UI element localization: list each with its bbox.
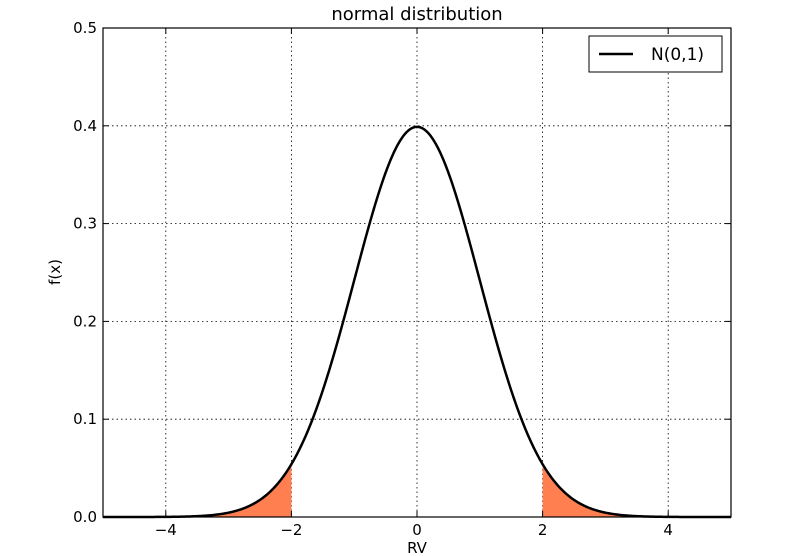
shaded-region-1	[542, 464, 731, 517]
grid	[103, 28, 731, 517]
x-tick-label-2: 0	[412, 521, 422, 539]
y-axis-label: f(x)	[46, 259, 64, 285]
shaded-regions	[103, 464, 731, 517]
x-axis-label: RV	[407, 539, 428, 556]
y-tick-label-1: 0.1	[73, 410, 97, 428]
x-tick-label-4: 4	[663, 521, 673, 539]
shaded-region-0	[103, 464, 292, 517]
y-tick-label-4: 0.4	[73, 117, 97, 135]
x-tick-label-1: −2	[280, 521, 302, 539]
x-tick-label-3: 2	[538, 521, 548, 539]
y-tick-label-3: 0.3	[73, 215, 97, 233]
y-tick-label-5: 0.5	[73, 19, 97, 37]
y-tick-label-2: 0.2	[73, 312, 97, 330]
legend-label-n01: N(0,1)	[651, 45, 704, 65]
y-tick-label-0: 0.0	[73, 508, 97, 526]
series-line-n01	[103, 125, 731, 519]
x-tick-label-0: −4	[155, 521, 177, 539]
axis-ticks	[103, 27, 731, 518]
x-tick-labels: −4 −2 0 2 4	[155, 521, 673, 539]
legend: N(0,1)	[588, 35, 723, 73]
y-tick-labels: 0.0 0.1 0.2 0.3 0.4 0.5	[73, 19, 97, 526]
chart-title: normal distribution	[331, 4, 502, 25]
